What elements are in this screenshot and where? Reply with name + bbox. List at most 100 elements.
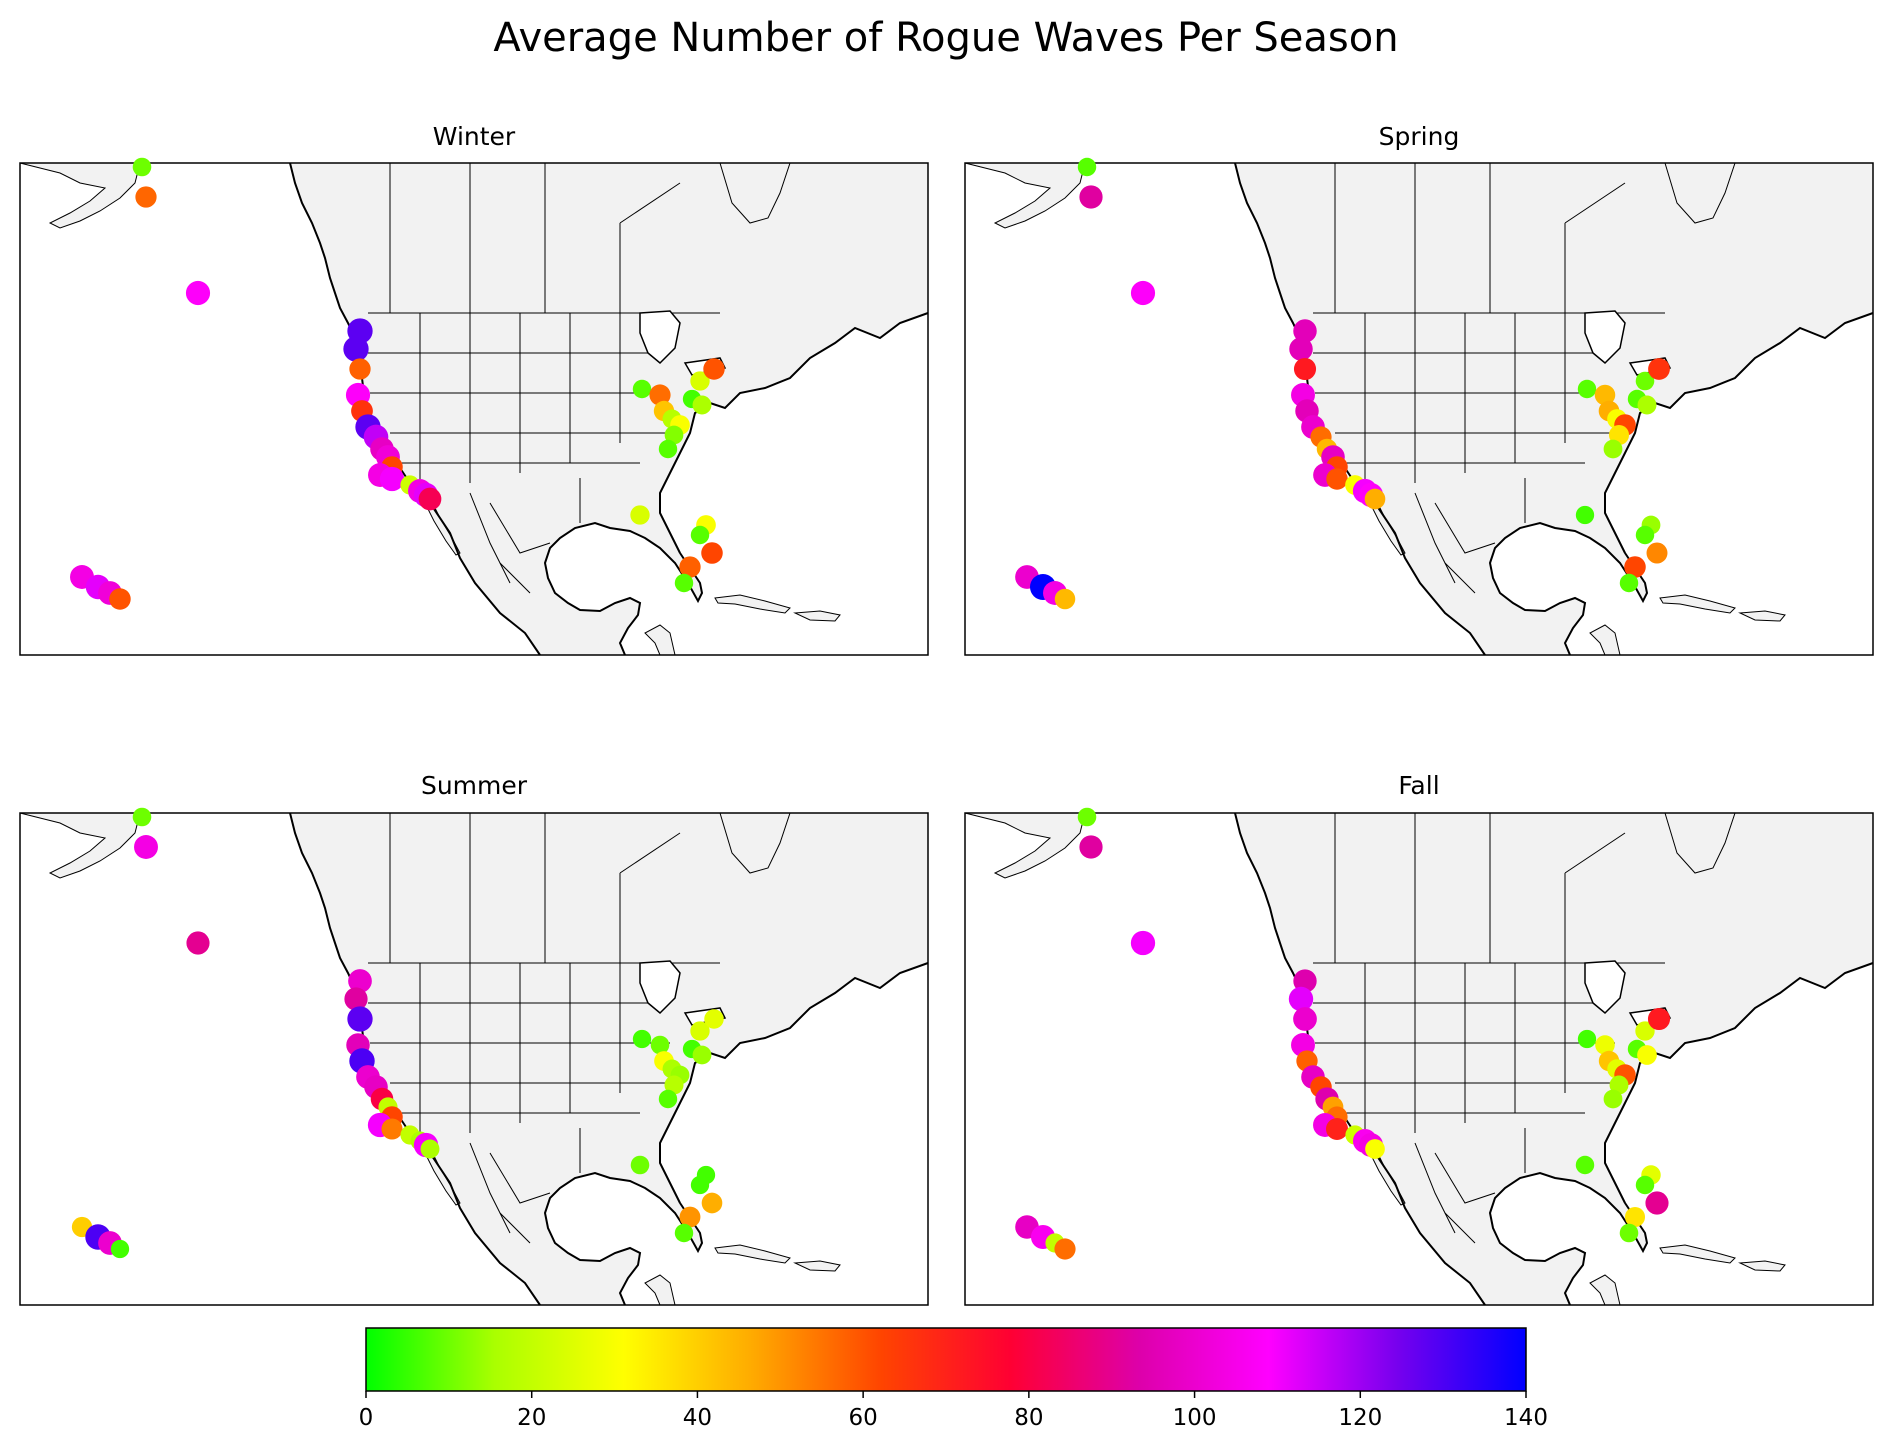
- buoy-marker: [1603, 1089, 1623, 1109]
- map-panels: [19, 157, 1874, 1306]
- buoy-marker: [348, 969, 372, 993]
- buoy-marker: [632, 379, 652, 399]
- buoy-marker: [379, 466, 405, 492]
- buoy-marker: [674, 1223, 694, 1243]
- buoy-marker: [1293, 319, 1317, 343]
- colorbar: 0 20 40 60 80 100 120 140: [359, 1327, 1548, 1431]
- buoy-marker: [1364, 488, 1386, 510]
- colorbar-tick-label: 40: [683, 1405, 712, 1431]
- buoy-marker: [1079, 185, 1103, 209]
- buoy-marker: [679, 1206, 701, 1228]
- buoy-marker: [1326, 468, 1348, 490]
- panel-title-spring: Spring: [1378, 122, 1460, 151]
- buoy-marker: [1595, 1035, 1615, 1055]
- buoy-marker: [630, 1155, 650, 1175]
- buoy-marker: [1646, 542, 1668, 564]
- buoy-marker: [690, 1021, 710, 1041]
- buoy-marker: [1130, 280, 1156, 306]
- buoy-marker: [674, 573, 694, 593]
- buoy-marker: [1624, 556, 1646, 578]
- buoy-marker: [1619, 573, 1639, 593]
- buoy-marker: [1577, 379, 1597, 399]
- colorbar-tick-label: 60: [849, 1405, 878, 1431]
- buoy-marker: [701, 542, 723, 564]
- colorbar-tick-label: 20: [517, 1405, 546, 1431]
- buoy-marker: [1575, 505, 1595, 525]
- buoy-marker: [632, 1029, 652, 1049]
- buoy-marker: [1635, 1175, 1655, 1195]
- buoy-marker: [701, 1192, 723, 1214]
- buoy-marker: [1293, 969, 1317, 993]
- buoy-marker: [132, 807, 152, 827]
- buoy-marker: [690, 525, 710, 545]
- buoy-marker: [630, 505, 650, 525]
- buoy-marker: [418, 487, 442, 511]
- map-panel-summer: [19, 807, 929, 1306]
- buoy-marker: [1077, 157, 1097, 177]
- buoy-marker: [690, 371, 710, 391]
- buoy-marker: [1624, 1206, 1646, 1228]
- buoy-marker: [109, 588, 131, 610]
- buoy-marker: [1130, 930, 1156, 956]
- buoy-marker: [1293, 1007, 1317, 1031]
- buoy-marker: [1635, 371, 1655, 391]
- buoy-marker: [658, 1089, 678, 1109]
- buoy-marker: [1077, 807, 1097, 827]
- map-frame: [19, 162, 929, 656]
- buoy-marker: [1054, 1238, 1076, 1260]
- panel-title-fall: Fall: [1398, 771, 1440, 800]
- map-panel-spring: [964, 157, 1874, 656]
- buoy-marker: [692, 1045, 712, 1065]
- buoy-marker: [134, 835, 158, 859]
- buoy-marker: [185, 280, 211, 306]
- map-frame: [964, 812, 1874, 1306]
- buoy-marker: [349, 358, 371, 380]
- buoy-marker: [343, 336, 369, 362]
- buoy-marker: [664, 425, 684, 445]
- map-frame: [964, 162, 1874, 656]
- buoy-marker: [1577, 1029, 1597, 1049]
- colorbar-tick-label: 140: [1504, 1405, 1548, 1431]
- buoy-marker: [650, 1035, 670, 1055]
- buoy-marker: [1594, 384, 1616, 406]
- buoy-marker: [1079, 835, 1103, 859]
- map-panel-winter: [19, 157, 929, 656]
- buoy-marker: [1326, 1118, 1348, 1140]
- buoy-marker: [1637, 1045, 1657, 1065]
- buoy-marker: [1603, 439, 1623, 459]
- panel-title-winter: Winter: [432, 122, 516, 151]
- buoy-marker: [1645, 1191, 1669, 1215]
- buoy-marker: [1635, 525, 1655, 545]
- buoy-marker: [1619, 1223, 1639, 1243]
- colorbar-tick-label: 100: [1173, 1405, 1217, 1431]
- buoy-marker: [703, 358, 725, 380]
- buoy-marker: [1288, 986, 1314, 1012]
- figure-title: Average Number of Rogue Waves Per Season: [493, 15, 1399, 61]
- buoy-marker: [344, 987, 368, 1011]
- buoy-marker: [135, 186, 157, 208]
- map-frame: [19, 812, 929, 1306]
- buoy-marker: [1647, 1007, 1671, 1031]
- buoy-marker: [132, 157, 152, 177]
- buoy-marker: [649, 384, 671, 406]
- buoy-marker: [704, 1009, 724, 1029]
- buoy-marker: [1635, 1021, 1655, 1041]
- colorbar-gradient: [365, 1327, 1527, 1392]
- buoy-marker: [1365, 1139, 1385, 1159]
- buoy-marker: [420, 1139, 440, 1159]
- buoy-marker: [1054, 588, 1076, 610]
- buoy-marker: [110, 1239, 130, 1259]
- buoy-marker: [658, 439, 678, 459]
- buoy-marker: [664, 1075, 684, 1095]
- buoy-marker: [1293, 357, 1317, 381]
- buoy-marker: [1289, 337, 1313, 361]
- panel-title-summer: Summer: [420, 771, 528, 800]
- buoy-marker: [1637, 395, 1657, 415]
- buoy-marker: [1575, 1155, 1595, 1175]
- map-panel-fall: [964, 807, 1874, 1306]
- colorbar-tick-label: 80: [1014, 1405, 1043, 1431]
- colorbar-tick-label: 120: [1338, 1405, 1382, 1431]
- colorbar-tick-label: 0: [359, 1405, 374, 1431]
- buoy-marker: [692, 395, 712, 415]
